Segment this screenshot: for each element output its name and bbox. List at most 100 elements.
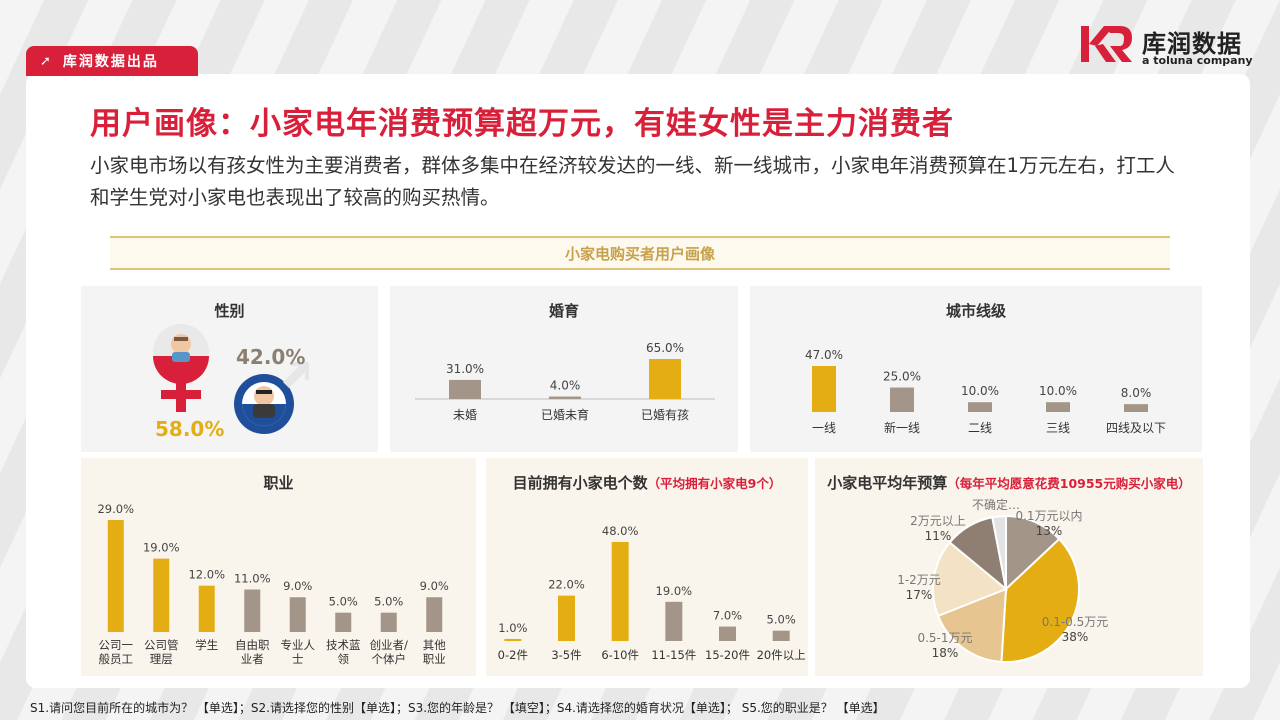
city-bar: [1046, 402, 1070, 412]
city-title: 城市线级: [945, 302, 1006, 320]
marriage-bar: [449, 379, 481, 399]
budget-slice-percent: 17%: [906, 588, 933, 602]
marriage-bar: [649, 359, 681, 399]
arrow-up-right-icon: ➚: [40, 53, 53, 69]
city-category-label: 新一线: [884, 420, 920, 435]
budget-slice-percent: 18%: [932, 646, 959, 660]
owned-bar: [719, 626, 736, 641]
owned-category-label: 3-5件: [551, 648, 581, 662]
city-bar: [812, 366, 836, 412]
marriage-category-label: 未婚: [453, 408, 477, 422]
occupation-category-label: 理层: [150, 652, 173, 666]
owned-bar: [558, 595, 575, 641]
owned-category-label: 0-2件: [498, 648, 528, 662]
occupation-category-label: 领: [338, 652, 350, 666]
kr-logo-icon: [1081, 26, 1132, 62]
occupation-bar: [244, 589, 261, 632]
budget-slice-label: 1-2万元: [897, 573, 941, 587]
occupation-bar: [380, 612, 397, 632]
budget-pie-slice: [991, 514, 1007, 590]
marriage-panel: 婚育 31.0% 未婚 4.0% 已婚未育 65.0% 已婚有孩: [390, 286, 738, 452]
logo-chinese-name: 库润数据: [1142, 30, 1242, 58]
owned-title-note: （平均拥有小家电9个）: [647, 476, 782, 491]
city-category-label: 四线及以下: [1106, 421, 1166, 435]
marriage-category-label: 已婚有孩: [641, 408, 689, 422]
brand-tag-label: 库润数据出品: [62, 54, 159, 70]
budget-pie-slice: [1005, 514, 1061, 592]
occupation-category-label: 个体户: [372, 652, 407, 666]
occupation-category-label: 自由职: [235, 638, 270, 652]
section-header-label: 小家电购买者用户画像: [564, 244, 715, 263]
budget-slice-label: 0.1-0.5万元: [1042, 615, 1109, 629]
occupation-category-label: 士: [292, 652, 304, 666]
occupation-category-label: 职业: [423, 652, 446, 666]
male-percent: 42.0%: [236, 345, 305, 369]
company-logo: 库润数据 a toluna company: [1080, 24, 1260, 68]
owned-chart: 1.0% 0-2件 22.0% 3-5件 48.0% 6-10件 19.0% 11-15件 7.…: [498, 524, 806, 662]
owned-value-label: 19.0%: [656, 584, 693, 598]
occupation-value-label: 9.0%: [420, 579, 449, 593]
occupation-category-label: 公司管: [144, 638, 179, 652]
budget-slice-percent: 11%: [925, 529, 952, 543]
occupation-value-label: 12.0%: [188, 568, 225, 582]
marriage-chart: 31.0% 未婚 4.0% 已婚未育 65.0% 已婚有孩: [415, 341, 715, 422]
occupation-value-label: 29.0%: [97, 502, 134, 516]
marriage-value-label: 31.0%: [446, 362, 484, 376]
occupation-category-label: 业者: [241, 652, 264, 666]
city-category-label: 二线: [968, 421, 992, 435]
occupation-title: 职业: [263, 474, 294, 492]
city-value-label: 47.0%: [805, 348, 843, 362]
budget-slice-percent: 13%: [1036, 524, 1063, 538]
budget-panel: 小家电平均年预算（每年平均愿意花费10955元购买小家电） 0.1万元以内 13%…: [815, 458, 1203, 676]
city-value-label: 25.0%: [883, 370, 921, 384]
owned-bar: [665, 601, 683, 641]
city-bar: [890, 387, 914, 412]
budget-slice-label: 0.5-1万元: [917, 631, 972, 645]
occupation-category-label: 技术蓝: [326, 638, 361, 652]
occupation-bar: [153, 558, 170, 632]
budget-slice-label: 不确定…: [972, 497, 1020, 512]
owned-bar: [611, 542, 629, 641]
occupation-category-label: 创业者/: [370, 638, 408, 652]
female-symbol-icon: [153, 324, 209, 412]
budget-title-main: 小家电平均年预算: [827, 474, 948, 492]
owned-value-label: 22.0%: [548, 578, 585, 592]
budget-pie-slice: [936, 587, 1008, 663]
occupation-bar: [107, 520, 124, 632]
occupation-value-label: 5.0%: [374, 595, 403, 609]
owned-value-label: 48.0%: [602, 524, 639, 538]
male-symbol-icon: [234, 362, 309, 434]
occupation-panel: 职业 29.0% 公司一 般员工 19.0% 公司管 理层 12.0% 学生 11.0% 自由职业…: [81, 458, 476, 676]
occupation-value-label: 5.0%: [329, 595, 358, 609]
owned-title: 目前拥有小家电个数（平均拥有小家电9个）: [486, 472, 808, 493]
marriage-category-label: 已婚未育: [541, 407, 589, 422]
page-subtitle: 小家电市场以有孩女性为主要消费者，群体多集中在经济较发达的一线、新一线城市，小家…: [90, 154, 1175, 209]
budget-slice-label: 2万元以上: [910, 514, 966, 528]
footnote: S1.请问您目前所在的城市为？ 【单选】；S2.请选择您的性别【单选】；S3.您…: [30, 701, 885, 715]
occupation-category-label: 公司一: [99, 638, 134, 652]
budget-title: 小家电平均年预算（每年平均愿意花费10955元购买小家电）: [815, 472, 1203, 493]
occupation-category-label: 专业人: [281, 638, 316, 652]
city-category-label: 三线: [1046, 421, 1070, 435]
occupation-bar: [426, 597, 443, 632]
city-panel: 城市线级 47.0% 一线 25.0% 新一线 10.0% 二线 10.0% 三线 8.0% 四线…: [750, 286, 1202, 452]
female-percent: 58.0%: [155, 417, 224, 441]
logo-english-name: a toluna company: [1142, 54, 1253, 67]
city-bar: [1124, 404, 1148, 412]
owned-bar: [504, 638, 522, 641]
budget-title-note: （每年平均愿意花费10955元购买小家电）: [947, 476, 1191, 491]
city-chart: 47.0% 一线 25.0% 新一线 10.0% 二线 10.0% 三线 8.0% 四线及以下: [805, 348, 1166, 435]
owned-value-label: 5.0%: [767, 613, 796, 627]
owned-title-main: 目前拥有小家电个数: [512, 474, 648, 492]
occupation-value-label: 9.0%: [283, 579, 312, 593]
occupation-category-label: 般员工: [99, 652, 134, 666]
owned-panel: 目前拥有小家电个数（平均拥有小家电9个） 1.0% 0-2件 22.0% 3-5件 48…: [486, 458, 808, 676]
brand-tag: ➚ 库润数据出品: [26, 46, 198, 76]
marriage-bar: [549, 396, 581, 399]
occupation-bar: [289, 597, 306, 632]
marriage-value-label: 4.0%: [550, 379, 581, 393]
owned-category-label: 15-20件: [705, 648, 750, 662]
city-bar: [968, 402, 992, 412]
